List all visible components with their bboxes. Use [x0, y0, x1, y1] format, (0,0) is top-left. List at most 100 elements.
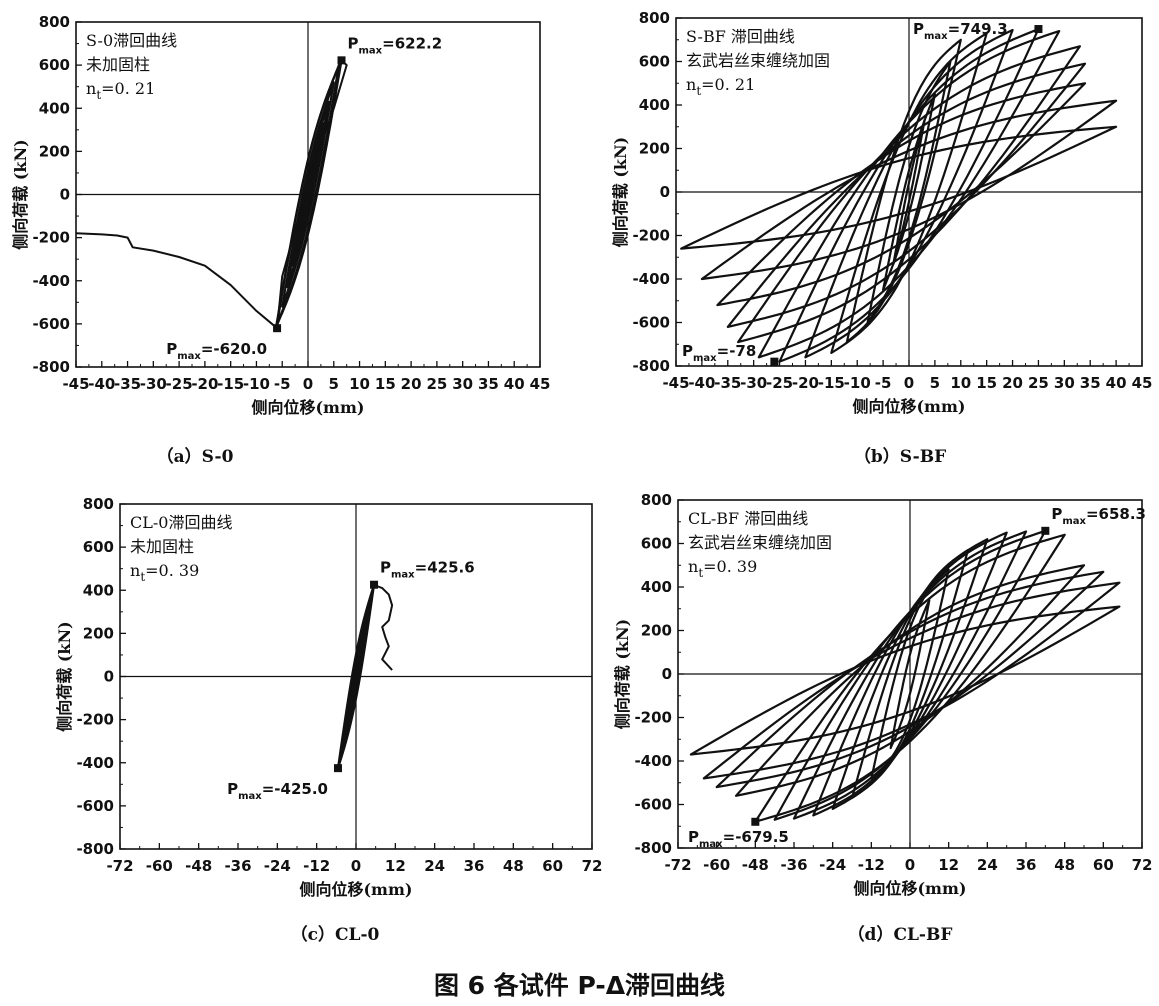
peak-marker	[770, 357, 779, 366]
x-tick-label: -45	[662, 374, 689, 392]
chart-panel-4: -72 -60 -48 -36 -24 -12 0 12 24 36 48 60 72 -800 -600 -…	[613, 491, 1152, 945]
y-tick-label: -600	[632, 314, 670, 332]
hysteresis-loop-5	[830, 32, 988, 354]
hysteresis-loop-10	[726, 62, 1087, 328]
x-tick-label: -10	[844, 374, 871, 392]
x-axis-label: 侧向位移(mm)	[299, 880, 412, 899]
y-axis-label: 侧向荷载 (kN)	[11, 139, 30, 249]
peak-marker	[1034, 25, 1043, 34]
chart-panel-1: -45-40-35-30-25-20-15-10 -5 0 5 10 15 20 25 30 35…	[11, 13, 550, 467]
y-tick-label: -200	[632, 227, 670, 245]
y-tick-label: 0	[60, 186, 70, 204]
pmax-annotation-1: Pmax=622.2	[348, 34, 443, 56]
y-tick-label: -200	[76, 711, 114, 729]
y-tick-label: 400	[39, 99, 70, 117]
y-tick-label: 400	[641, 578, 672, 596]
x-tick-label: -35	[714, 374, 741, 392]
figure-caption: 图 6 各试件 P-Δ滞回曲线	[433, 971, 726, 1000]
x-tick-label: -72	[664, 856, 691, 874]
x-tick-label: 45	[530, 375, 551, 393]
y-tick-label: -800	[632, 357, 670, 375]
y-tick-label: 200	[641, 622, 672, 640]
y-axis-label: 侧向荷载 (kN)	[611, 137, 630, 247]
x-tick-label: 24	[977, 856, 998, 874]
pmax-annotation-1: Pmax=749.3	[913, 20, 1008, 42]
x-tick-label: -36	[780, 856, 807, 874]
legend-line-2: 未加固柱	[130, 537, 194, 556]
hysteresis-loop-4	[831, 538, 989, 810]
y-tick-label: 400	[83, 581, 114, 599]
y-axis-label: 侧向荷载 (kN)	[55, 621, 74, 731]
x-tick-label: 35	[1080, 374, 1101, 392]
pmax-annotation-2: Pmax=-679.5	[688, 828, 789, 850]
hysteresis-loop-9	[737, 45, 1081, 344]
y-axis-label: 侧向荷载 (kN)	[613, 619, 632, 729]
x-tick-label: -5	[875, 374, 892, 392]
x-tick-label: -5	[274, 375, 291, 393]
legend-line-2: 未加固柱	[86, 55, 150, 74]
x-tick-label: 30	[1054, 374, 1075, 392]
legend-line-1: S-0滞回曲线	[86, 31, 177, 50]
x-tick-label: -48	[185, 857, 212, 875]
legend-line-2: 玄武岩丝束缠绕加固	[688, 533, 832, 552]
y-tick-label: -200	[32, 229, 70, 247]
hysteresis-loop-13	[680, 125, 1118, 250]
subcaption: （d）CL-BF	[848, 924, 953, 945]
x-tick-label: -40	[88, 375, 115, 393]
y-tick-label: 0	[660, 183, 670, 201]
x-tick-label: -20	[191, 375, 218, 393]
y-tick-label: 600	[639, 53, 670, 71]
x-axis-label: 侧向位移(mm)	[853, 879, 966, 898]
x-tick-label: -25	[766, 374, 793, 392]
subcaption: （a）S-0	[157, 446, 234, 467]
series-group	[336, 583, 394, 770]
x-tick-label: 25	[426, 375, 447, 393]
x-tick-label: -12	[858, 856, 885, 874]
hysteresis-loop-5	[812, 531, 1008, 817]
y-tick-label: 800	[39, 13, 70, 31]
x-tick-label: -24	[264, 857, 291, 875]
y-tick-label: 200	[39, 142, 70, 160]
y-tick-label: 600	[641, 535, 672, 553]
x-tick-label: 12	[385, 857, 406, 875]
hysteresis-loop-11	[702, 581, 1121, 780]
peak-marker	[751, 817, 760, 826]
x-axis-label: 侧向位移(mm)	[852, 397, 965, 416]
hysteresis-loop-8	[754, 533, 1066, 823]
x-tick-label: 5	[329, 375, 339, 393]
x-tick-label: 0	[303, 375, 313, 393]
y-tick-label: 600	[39, 56, 70, 74]
y-tick-label: -400	[32, 272, 70, 290]
y-tick-label: -600	[32, 315, 70, 333]
hysteresis-loop-12	[700, 99, 1118, 281]
x-tick-label: 72	[1132, 856, 1153, 874]
legend-line-1: S-BF 滞回曲线	[686, 27, 795, 46]
x-tick-label: 15	[976, 374, 997, 392]
y-tick-label: 800	[641, 491, 672, 509]
hysteresis-loop-8	[757, 30, 1061, 359]
x-tick-label: 25	[1028, 374, 1049, 392]
y-tick-label: -800	[32, 358, 70, 376]
x-tick-label: -30	[740, 374, 767, 392]
envelope-curve	[76, 59, 348, 330]
peak-marker	[273, 324, 282, 333]
x-tick-label: 0	[905, 856, 915, 874]
x-tick-label: -40	[688, 374, 715, 392]
peak-marker	[333, 764, 342, 773]
chart-panel-3: -72 -60 -48 -36 -24 -12 0 12 24 36 48 60 72 -800 -600 -…	[55, 495, 602, 945]
x-tick-label: 48	[1054, 856, 1075, 874]
y-tick-label: 0	[662, 665, 672, 683]
legend-line-1: CL-0滞回曲线	[130, 513, 232, 532]
x-tick-label: 40	[1106, 374, 1127, 392]
y-tick-label: -600	[634, 796, 672, 814]
hysteresis-loop-12	[689, 605, 1121, 756]
x-tick-label: 24	[424, 857, 445, 875]
x-tick-label: -25	[166, 375, 193, 393]
x-tick-label: -60	[146, 857, 173, 875]
x-tick-label: -15	[217, 375, 244, 393]
pmax-annotation-1: Pmax=425.6	[380, 559, 475, 581]
hysteresis-loop-2	[870, 568, 950, 780]
x-tick-label: 72	[582, 857, 603, 875]
pmax-annotation-2: Pmax=-425.0	[227, 780, 328, 802]
y-tick-label: -600	[76, 797, 114, 815]
